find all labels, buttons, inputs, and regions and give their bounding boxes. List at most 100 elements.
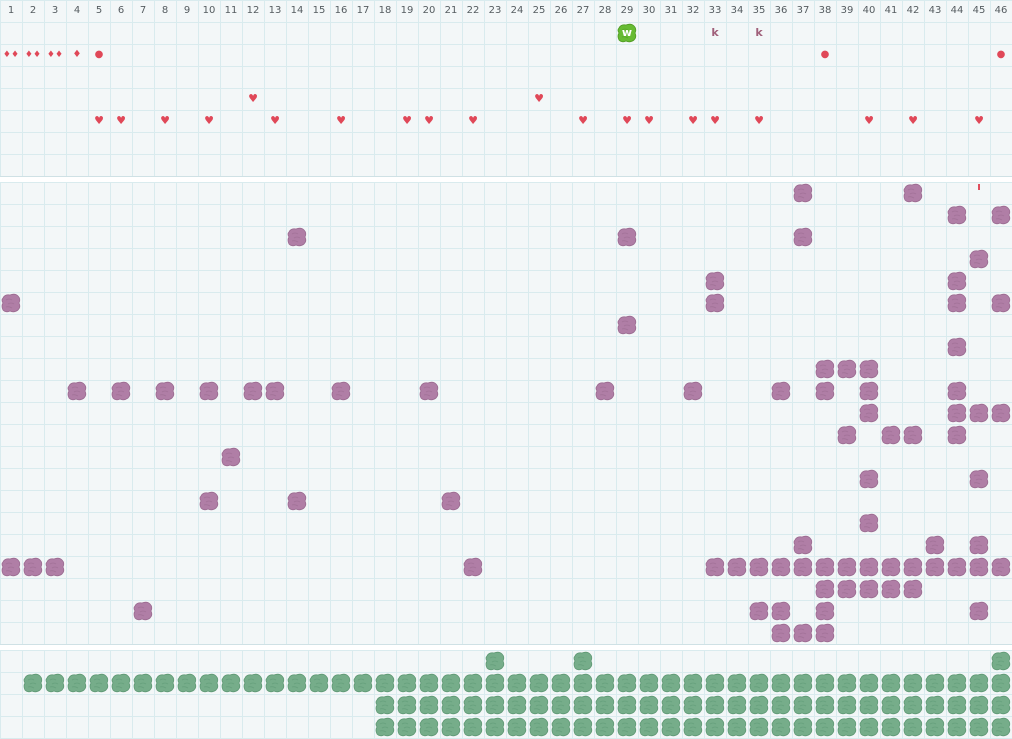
green-grass-tile <box>462 716 484 738</box>
column-number: 44 <box>950 5 964 16</box>
green-grass-tile <box>638 716 660 738</box>
purple-rock-tile <box>814 622 836 644</box>
heart-marker: ♥ <box>534 92 544 105</box>
purple-rock-tile <box>814 380 836 402</box>
purple-rock-tile <box>264 380 286 402</box>
green-grass-tile <box>88 672 110 694</box>
purple-rock-tile <box>198 490 220 512</box>
purple-rock-tile <box>286 490 308 512</box>
column-number: 3 <box>51 5 59 16</box>
column-number: 20 <box>422 5 436 16</box>
green-grass-tile <box>726 716 748 738</box>
purple-rock-tile <box>594 380 616 402</box>
green-grass-tile <box>968 694 990 716</box>
green-grass-tile <box>770 672 792 694</box>
column-number: 30 <box>642 5 656 16</box>
purple-rock-tile <box>858 556 880 578</box>
green-grass-tile <box>396 694 418 716</box>
column-number: 39 <box>840 5 854 16</box>
green-grass-tile <box>528 694 550 716</box>
purple-rock-tile <box>462 556 484 578</box>
purple-rock-tile <box>770 380 792 402</box>
green-grass-tile <box>946 672 968 694</box>
green-grass-tile <box>528 716 550 738</box>
green-grass-tile <box>902 716 924 738</box>
purple-rock-tile <box>440 490 462 512</box>
green-grass-tile <box>176 672 198 694</box>
column-number: 7 <box>139 5 147 16</box>
purple-rock-tile <box>814 556 836 578</box>
middle-grid-section <box>0 182 1012 644</box>
heart-marker: ♥ <box>204 114 214 127</box>
marker: ♦ <box>72 49 82 60</box>
heart-marker: ♥ <box>974 114 984 127</box>
column-number: 11 <box>224 5 238 16</box>
heart-marker: ♥ <box>710 114 720 127</box>
green-grass-tile <box>880 716 902 738</box>
green-grass-tile <box>374 694 396 716</box>
purple-rock-tile <box>946 424 968 446</box>
green-grass-tile <box>506 694 528 716</box>
green-grass-tile <box>352 672 374 694</box>
green-grass-tile <box>792 694 814 716</box>
green-grass-tile <box>902 694 924 716</box>
purple-rock-tile <box>946 336 968 358</box>
green-grass-tile <box>660 672 682 694</box>
column-number: 26 <box>554 5 568 16</box>
green-grass-tile <box>506 672 528 694</box>
purple-rock-tile <box>616 226 638 248</box>
green-grass-tile <box>858 672 880 694</box>
green-grass-tile <box>924 672 946 694</box>
green-grass-tile <box>858 716 880 738</box>
green-grass-tile <box>814 694 836 716</box>
green-grass-tile <box>836 672 858 694</box>
purple-rock-tile <box>154 380 176 402</box>
green-grass-tile <box>264 672 286 694</box>
purple-rock-tile <box>704 556 726 578</box>
green-grass-tile <box>550 672 572 694</box>
purple-rock-tile <box>814 600 836 622</box>
purple-rock-tile <box>858 380 880 402</box>
heart-marker: ♥ <box>908 114 918 127</box>
marker: ♦♦ <box>24 50 42 60</box>
purple-rock-tile <box>132 600 154 622</box>
green-grass-tile <box>704 716 726 738</box>
column-number: 32 <box>686 5 700 16</box>
green-grass-tile <box>418 694 440 716</box>
heart-marker: ♥ <box>270 114 280 127</box>
green-grass-tile <box>682 716 704 738</box>
player-glyph: w <box>621 26 633 39</box>
purple-rock-tile <box>946 292 968 314</box>
purple-rock-tile <box>990 402 1012 424</box>
player-character: w <box>616 22 638 44</box>
green-grass-tile <box>726 694 748 716</box>
green-grass-tile <box>990 694 1012 716</box>
purple-rock-tile <box>198 380 220 402</box>
purple-rock-tile <box>902 578 924 600</box>
green-grass-tile <box>572 672 594 694</box>
section-divider <box>0 177 1012 182</box>
column-number: 16 <box>334 5 348 16</box>
purple-rock-tile <box>836 424 858 446</box>
purple-rock-tile <box>792 182 814 204</box>
purple-rock-tile <box>836 556 858 578</box>
green-grass-tile <box>572 650 594 672</box>
green-grass-tile <box>484 716 506 738</box>
marker: ● <box>94 49 104 60</box>
purple-rock-tile <box>792 622 814 644</box>
green-grass-tile <box>704 672 726 694</box>
column-number: 28 <box>598 5 612 16</box>
k-marker: k <box>711 26 719 39</box>
column-number: 42 <box>906 5 920 16</box>
top-grid-section <box>0 0 1012 177</box>
purple-rock-tile <box>44 556 66 578</box>
green-grass-tile <box>110 672 132 694</box>
green-grass-tile <box>902 672 924 694</box>
green-grass-tile <box>836 716 858 738</box>
purple-rock-tile <box>748 556 770 578</box>
green-grass-tile <box>396 716 418 738</box>
heart-marker: ♥ <box>160 114 170 127</box>
purple-rock-tile <box>858 468 880 490</box>
green-grass-tile <box>308 672 330 694</box>
